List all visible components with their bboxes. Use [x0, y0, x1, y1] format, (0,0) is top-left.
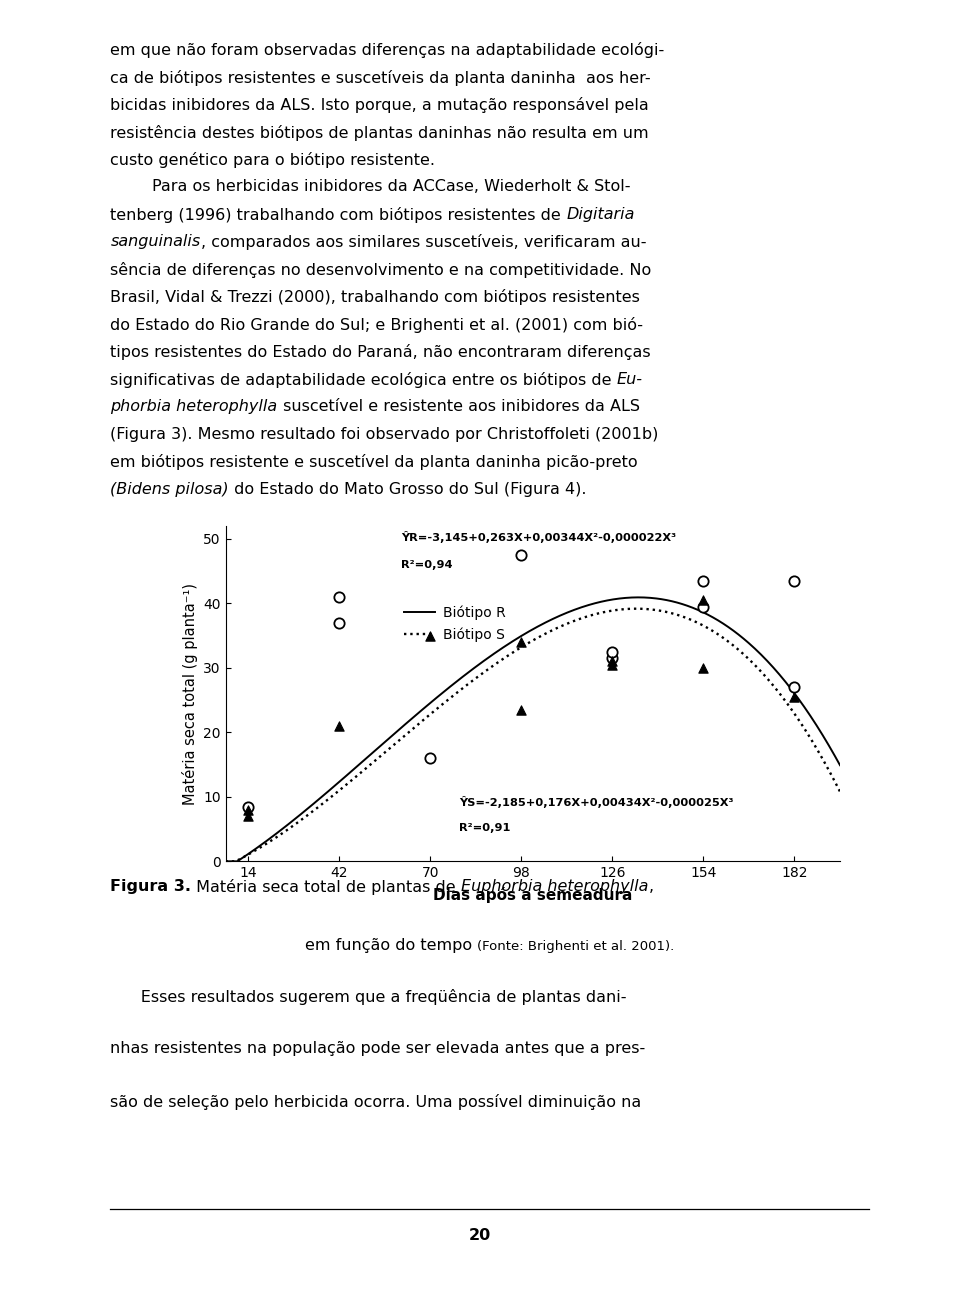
Text: R²=0,94: R²=0,94 [400, 560, 452, 569]
Text: ŶR=-3,145+0,263X+0,00344X²-0,000022X³: ŶR=-3,145+0,263X+0,00344X²-0,000022X³ [400, 531, 676, 543]
Point [787, 571, 803, 592]
Point [241, 800, 256, 821]
Point [605, 651, 620, 672]
Text: sência de diferenças no desenvolvimento e na competitividade. No: sência de diferenças no desenvolvimento … [110, 262, 652, 277]
Point [514, 544, 529, 565]
Text: nhas resistentes na população pode ser elevada antes que a pres-: nhas resistentes na população pode ser e… [110, 1041, 646, 1056]
Text: Digitaria: Digitaria [566, 206, 635, 222]
Text: Eu-: Eu- [617, 372, 643, 387]
Text: Brasil, Vidal & Trezzi (2000), trabalhando com biótipos resistentes: Brasil, Vidal & Trezzi (2000), trabalhan… [110, 289, 640, 305]
Text: ca de biótipos resistentes e suscetíveis da planta daninha  aos her-: ca de biótipos resistentes e suscetíveis… [110, 70, 651, 85]
Text: custo genético para o biótipo resistente.: custo genético para o biótipo resistente… [110, 153, 436, 168]
Point [696, 589, 711, 610]
Point [696, 658, 711, 679]
Text: em que não foram observadas diferenças na adaptabilidade ecológi-: em que não foram observadas diferenças n… [110, 42, 664, 58]
Point [241, 796, 256, 817]
Y-axis label: Matéria seca total (g planta⁻¹): Matéria seca total (g planta⁻¹) [181, 583, 198, 805]
Point [696, 596, 711, 617]
Text: sanguinalis: sanguinalis [110, 234, 201, 250]
Text: tipos resistentes do Estado do Paraná, não encontraram diferenças: tipos resistentes do Estado do Paraná, n… [110, 345, 651, 360]
Text: suscetível e resistente aos inibidores da ALS: suscetível e resistente aos inibidores d… [277, 400, 639, 414]
Legend: Biótipo R, Biótipo S: Biótipo R, Biótipo S [398, 600, 511, 647]
Text: em função do tempo: em função do tempo [305, 938, 477, 953]
Text: R²=0,91: R²=0,91 [459, 823, 511, 832]
Point [514, 631, 529, 652]
X-axis label: Dias após a semeadura: Dias após a semeadura [433, 888, 633, 903]
Point [696, 571, 711, 592]
Text: Figura 3.: Figura 3. [110, 880, 191, 894]
Point [332, 613, 348, 634]
Text: do Estado do Mato Grosso do Sul (Figura 4).: do Estado do Mato Grosso do Sul (Figura … [229, 481, 587, 497]
Text: (Figura 3). Mesmo resultado foi observado por Christoffoleti (2001b): (Figura 3). Mesmo resultado foi observad… [110, 426, 659, 442]
Text: , comparados aos similares suscetíveis, verificaram au-: , comparados aos similares suscetíveis, … [201, 234, 646, 250]
Text: bicidas inibidores da ALS. Isto porque, a mutação responsável pela: bicidas inibidores da ALS. Isto porque, … [110, 97, 649, 113]
Point [332, 586, 348, 608]
Text: (Fonte: Brighenti et al. 2001).: (Fonte: Brighenti et al. 2001). [477, 940, 674, 953]
Text: em biótipos resistente e suscetível da planta daninha picão-preto: em biótipos resistente e suscetível da p… [110, 454, 638, 469]
Point [605, 642, 620, 663]
Text: do Estado do Rio Grande do Sul; e Brighenti et al. (2001) com bió-: do Estado do Rio Grande do Sul; e Brighe… [110, 317, 643, 333]
Text: significativas de adaptabilidade ecológica entre os biótipos de: significativas de adaptabilidade ecológi… [110, 372, 617, 388]
Text: resistência destes biótipos de plantas daninhas não resulta em um: resistência destes biótipos de plantas d… [110, 125, 649, 141]
Text: Matéria seca total de plantas de: Matéria seca total de plantas de [191, 880, 461, 896]
Text: phorbia heterophylla: phorbia heterophylla [110, 400, 277, 414]
Text: tenberg (1996) trabalhando com biótipos resistentes de: tenberg (1996) trabalhando com biótipos … [110, 206, 566, 224]
Text: Esses resultados sugerem que a freqüência de plantas dani-: Esses resultados sugerem que a freqüênci… [110, 989, 627, 1005]
Point [605, 654, 620, 675]
Point [241, 806, 256, 827]
Point [605, 648, 620, 669]
Text: Para os herbicidas inibidores da ACCase, Wiederholt & Stol-: Para os herbicidas inibidores da ACCase,… [152, 180, 631, 195]
Point [422, 748, 438, 769]
Point [787, 677, 803, 698]
Text: (Bidens pilosa): (Bidens pilosa) [110, 481, 229, 497]
Text: ŶS=-2,185+0,176X+0,00434X²-0,000025X³: ŶS=-2,185+0,176X+0,00434X²-0,000025X³ [459, 796, 733, 807]
Text: ,: , [649, 880, 654, 894]
Point [787, 686, 803, 707]
Text: Euphorbia heterophylla: Euphorbia heterophylla [461, 880, 649, 894]
Point [332, 715, 348, 736]
Text: 20: 20 [468, 1228, 492, 1243]
Point [422, 625, 438, 646]
Text: são de seleção pelo herbicida ocorra. Uma possível diminuição na: são de seleção pelo herbicida ocorra. Um… [110, 1094, 641, 1110]
Point [514, 700, 529, 721]
